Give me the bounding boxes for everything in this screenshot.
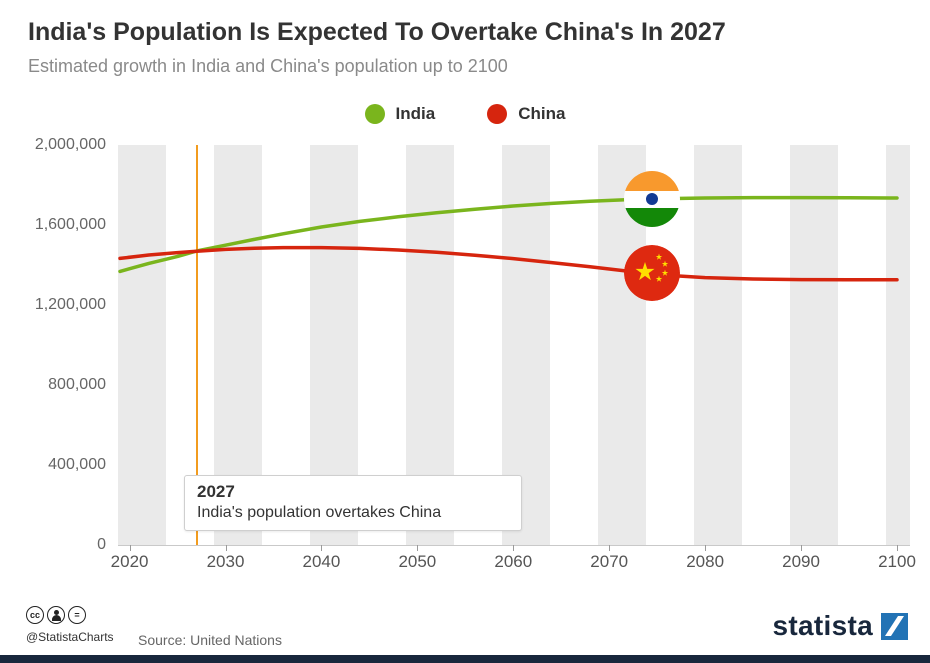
x-tick-label: 2030 <box>206 552 245 571</box>
india-legend-dot-icon <box>364 104 385 124</box>
x-tick-mark <box>129 545 131 551</box>
x-tick-label: 2060 <box>494 552 533 571</box>
cc-nd-icon: = <box>68 606 86 624</box>
legend-item-china: China <box>487 104 565 124</box>
chart-subtitle: Estimated growth in India and China's po… <box>28 56 508 76</box>
annotation-text: India's population overtakes China <box>197 504 442 521</box>
china-flag-icon <box>624 245 680 301</box>
x-tick-mark <box>705 545 707 551</box>
x-tick-label: 2080 <box>686 552 725 571</box>
y-tick-label: 400,000 <box>48 456 106 473</box>
y-tick-label: 1,600,000 <box>34 216 106 233</box>
statista-wordmark: statista <box>772 610 873 641</box>
y-tick-label: 2,000,000 <box>34 136 106 153</box>
legend-label-india: India <box>395 104 436 123</box>
annotation-year: 2027 <box>197 482 235 501</box>
x-tick-label: 2040 <box>302 552 341 571</box>
statista-logo: statista <box>773 610 908 642</box>
x-tick-label: 2070 <box>590 552 629 571</box>
chart-title: India's Population Is Expected To Overta… <box>28 18 726 46</box>
legend-label-china: China <box>518 104 566 123</box>
footer-accent-bar <box>0 655 930 663</box>
cc-attribution-icon <box>47 606 65 624</box>
y-tick-label: 1,200,000 <box>34 296 106 313</box>
statista-logo-mark-icon <box>881 612 908 640</box>
chart-canvas <box>118 195 899 282</box>
x-tick-mark <box>417 545 419 551</box>
annotation-box: 2027 India's population overtakes China <box>184 475 522 531</box>
x-tick-mark <box>897 545 898 551</box>
x-tick-label: 2020 <box>110 552 149 571</box>
x-tick-label: 2090 <box>782 552 820 571</box>
x-tick-mark <box>801 545 803 551</box>
plot-area: 2027 India's population overtakes China <box>118 145 910 551</box>
overtake-year-line <box>195 145 198 545</box>
x-tick-label: 2050 <box>398 552 437 571</box>
license-icons: cc = <box>26 606 86 624</box>
x-tick-label: 2100 <box>878 552 916 571</box>
y-tick-label: 0 <box>97 536 106 553</box>
person-body <box>52 615 61 621</box>
ashoka-chakra-icon <box>646 193 658 205</box>
statista-handle: @StatistaCharts <box>26 630 114 644</box>
x-tick-mark <box>513 545 515 551</box>
x-tick-mark <box>225 545 227 551</box>
legend-item-india: India <box>364 104 436 124</box>
x-tick-mark <box>609 545 611 551</box>
y-tick-label: 800,000 <box>48 376 106 393</box>
cc-icon: cc <box>26 606 44 624</box>
india-flag-icon <box>624 171 680 227</box>
person-head <box>54 610 59 615</box>
x-tick-mark <box>321 545 323 551</box>
series-line-china <box>118 245 899 282</box>
series-line-india <box>118 195 899 274</box>
x-axis-labels: 2020 2030 2040 2050 2060 2070 2080 2090 2100 <box>111 552 916 576</box>
china-legend-dot-icon <box>487 104 508 124</box>
y-axis-labels: 2,000,000 1,600,000 1,200,000 800,000 400,00… <box>0 136 112 553</box>
legend: India China <box>0 104 930 124</box>
source-text: Source: United Nations <box>138 632 282 648</box>
